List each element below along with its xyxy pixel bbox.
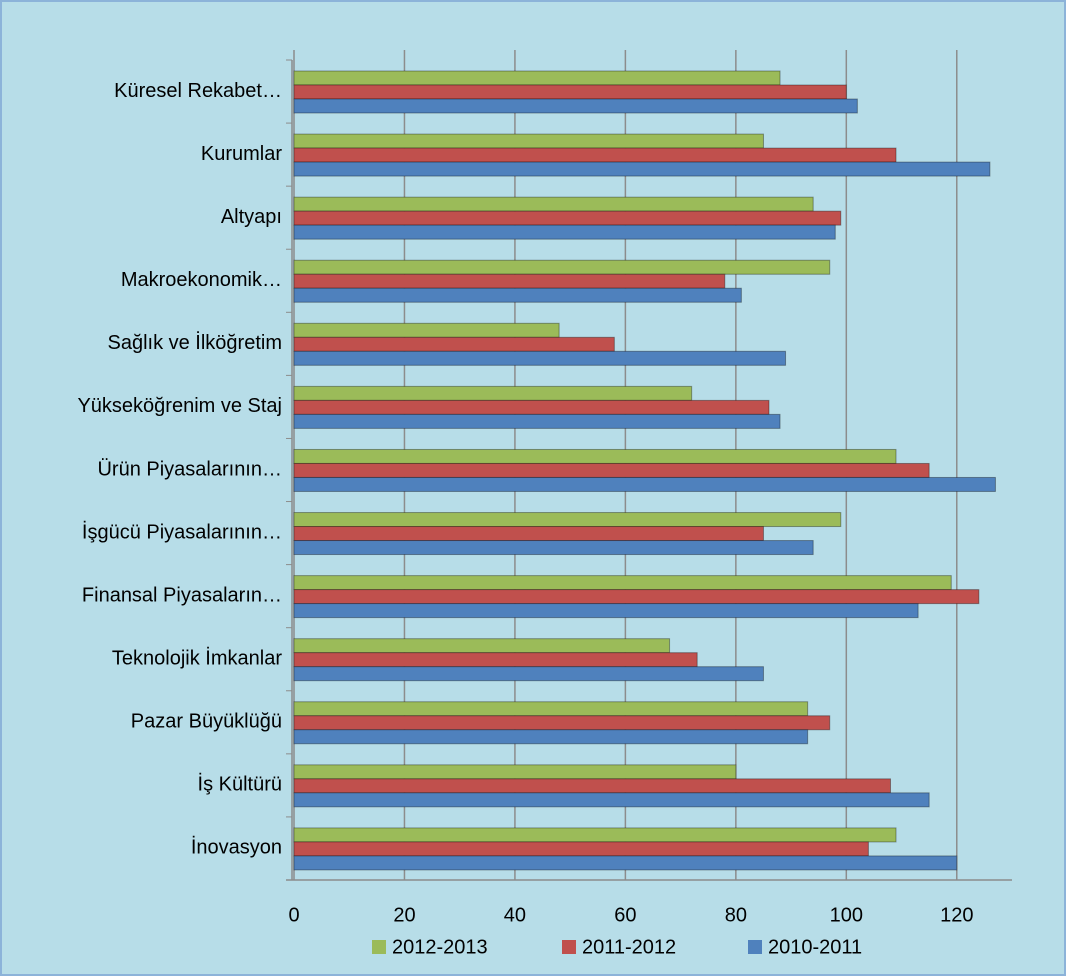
bar [293,350,787,366]
bar [293,589,980,605]
legend-label: 2012-2013 [392,936,488,958]
bar [293,603,919,619]
bar [293,652,698,668]
bar [293,147,897,163]
x-tick-label: 0 [288,904,299,926]
y-tick-label: Altyapı [221,206,282,228]
x-tick-label: 20 [393,904,415,926]
y-tick-label: Kurumlar [201,143,282,165]
bar [293,462,930,478]
legend-swatch [372,940,386,954]
bar [293,715,831,731]
bar [293,778,891,794]
x-tick-label: 40 [504,904,526,926]
bar [293,273,726,289]
x-tick-label: 80 [725,904,747,926]
bar [293,666,764,682]
bar [293,336,615,352]
legend-label: 2010-2011 [768,936,862,958]
bar [293,84,847,100]
bar [293,161,991,177]
bar [293,792,930,808]
bar [293,133,764,149]
legend-label: 2011-2012 [582,936,676,958]
bar [293,827,897,843]
legend-swatch [562,940,576,954]
bar [293,98,858,114]
bar [293,385,693,401]
bar [293,224,836,240]
y-tick-label: Teknolojik İmkanlar [112,647,282,670]
y-tick-label: Pazar Büyüklüğü [131,711,282,733]
bar [293,729,809,745]
legend-swatch [748,940,762,954]
bar [293,855,958,871]
bar [293,512,842,528]
bar [293,448,897,464]
bar [293,70,781,86]
x-tick-label: 100 [830,904,863,926]
bar [293,575,952,591]
bar [293,413,781,429]
y-tick-label: Finansal Piyasaların… [82,584,282,606]
bar [293,287,742,303]
y-tick-label: İş Kültürü [198,773,282,796]
y-tick-label: Sağlık ve İlköğretim [107,331,282,354]
y-tick-label: Küresel Rekabet… [114,80,282,102]
bar [293,841,869,857]
bar [293,638,671,654]
x-tick-label: 120 [940,904,973,926]
bar [293,322,560,338]
y-tick-label: İnovasyon [191,836,282,859]
bar [293,210,842,226]
bar [293,764,737,780]
bar [293,540,814,556]
bar [293,526,764,542]
y-tick-label: Ürün Piyasalarının… [97,458,282,480]
bar [293,259,831,275]
bar [293,476,996,492]
y-tick-label: Makroekonomik… [121,269,282,291]
bar [293,399,770,415]
bar [293,196,814,212]
bar [293,701,809,717]
x-tick-label: 60 [614,904,636,926]
y-tick-label: Yükseköğrenim ve Staj [77,395,282,417]
y-tick-label: İşgücü Piyasalarının… [82,520,282,543]
